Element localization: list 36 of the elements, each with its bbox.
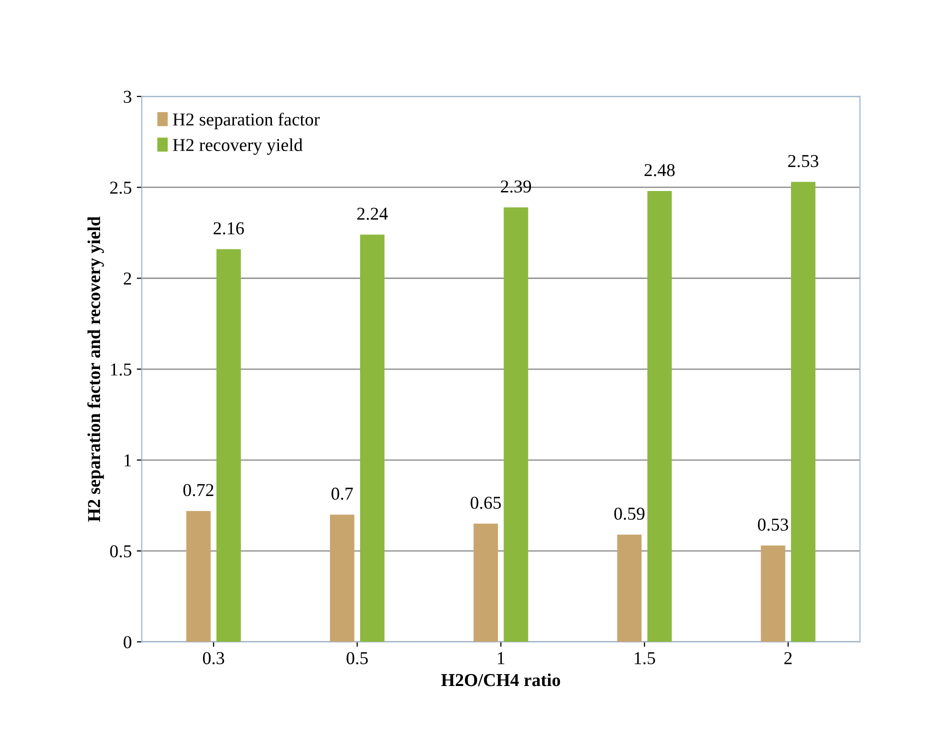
data-label: 2.48 [644, 164, 675, 176]
y-tick-label: 0.5 [110, 545, 132, 558]
y-tick-label: 2 [124, 272, 132, 285]
y-tick-label: 1.5 [111, 363, 132, 376]
data-label: 2.39 [500, 180, 531, 193]
bar [330, 514, 354, 642]
y-axis-title: H2 separation factor and recovery yield [87, 216, 104, 522]
x-tick-label: 0.5 [346, 652, 368, 664]
x-tick-label: 0.3 [202, 652, 224, 664]
bar [647, 190, 672, 642]
legend-label: H2 separation factor [172, 112, 320, 130]
x-tick-label: 1.5 [634, 652, 656, 664]
y-tick-label: 1 [124, 454, 131, 466]
data-label: 0.7 [332, 488, 353, 500]
data-label: 2.53 [788, 154, 818, 168]
bar [360, 234, 384, 642]
y-tick-label: 0 [124, 636, 132, 648]
bar [216, 249, 241, 642]
x-axis-title: H2O/CH4 ratio [441, 673, 560, 686]
x-tick-label: 1 [498, 652, 504, 664]
data-label: 2.24 [357, 208, 388, 220]
data-label: 0.59 [614, 508, 644, 520]
bar [186, 510, 211, 642]
x-tick-label: 2 [784, 652, 792, 664]
bar [474, 524, 498, 642]
bar [791, 182, 816, 642]
data-label: 0.53 [758, 518, 788, 531]
y-tick-label: 2.5 [110, 182, 132, 194]
y-tick-label: 3 [124, 90, 132, 103]
bar [504, 207, 528, 642]
bar [760, 545, 786, 642]
legend-label: H2 recovery yield [172, 138, 303, 155]
data-label: 0.72 [183, 484, 214, 496]
bar [617, 534, 642, 642]
data-label: 2.16 [214, 222, 244, 234]
data-label: 0.65 [470, 496, 501, 509]
